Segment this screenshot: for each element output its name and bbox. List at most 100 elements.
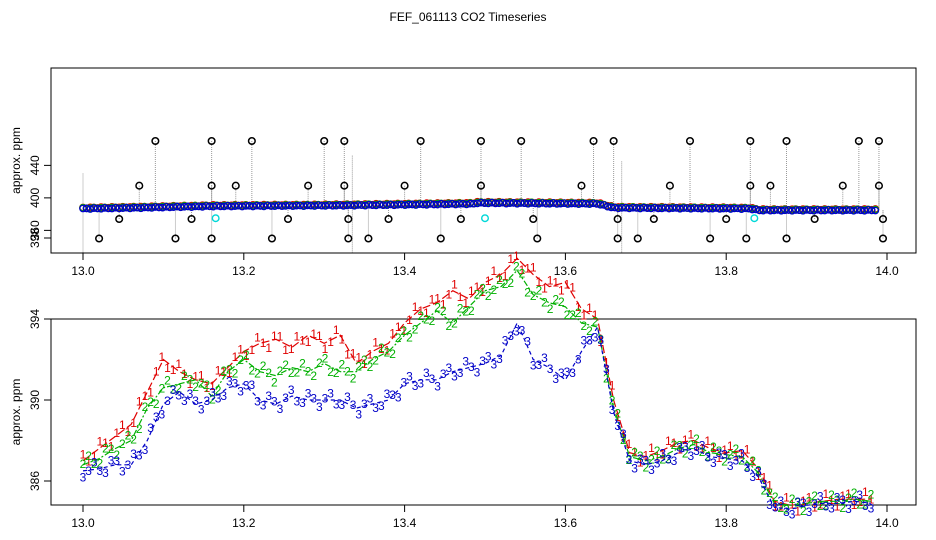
outlier-point (476, 136, 486, 146)
baseline-point-series3 (567, 199, 576, 208)
series-3-marker: 3 (845, 502, 852, 516)
baseline-point-series3 (520, 199, 529, 207)
series-2-marker: 2 (547, 302, 554, 316)
baseline-point-series3 (393, 200, 402, 209)
series-1-marker: 1 (445, 287, 452, 301)
series-1-marker: 1 (676, 442, 683, 456)
series-2-marker: 2 (85, 449, 92, 463)
series-3-marker: 3 (153, 410, 160, 424)
top-x-tick-label: 13.0 (71, 264, 95, 278)
series-1-marker: 1 (592, 308, 599, 322)
series-3-marker: 3 (136, 448, 143, 462)
outlier-point (456, 214, 465, 224)
series-1-marker: 1 (839, 489, 846, 503)
baseline-point-series3 (404, 200, 413, 209)
series-3-marker: 3 (192, 394, 199, 408)
top-y-tick-label: 360 (28, 220, 42, 240)
series-3-marker: 3 (462, 355, 469, 369)
baseline-point-series3 (346, 201, 355, 209)
series-1-marker: 1 (181, 367, 188, 381)
series-3-marker: 3 (716, 446, 723, 460)
baseline-point-series3 (90, 204, 98, 212)
baseline-point-series3 (267, 202, 275, 210)
baseline-point-series3 (726, 205, 735, 213)
baseline-point-series3 (701, 204, 710, 212)
bottom-x-tick-label: 13.0 (71, 516, 95, 530)
series-2-marker: 2 (254, 367, 261, 381)
series-3-marker: 3 (209, 386, 216, 400)
series-2-marker: 2 (350, 372, 357, 386)
baseline-point-series3 (480, 199, 489, 207)
series-3-marker: 3 (226, 375, 233, 389)
outlier-point (685, 136, 695, 146)
baseline-point-series3 (231, 202, 239, 210)
series-3-marker: 3 (474, 366, 481, 380)
series-3-marker: 3 (372, 401, 379, 415)
baseline-point-series3 (842, 206, 851, 214)
baseline-point-series3 (690, 204, 699, 212)
series-2-marker: 2 (586, 324, 593, 338)
series-3-marker: 3 (119, 465, 126, 479)
baseline-point-series3 (144, 203, 152, 212)
baseline-point-series3 (781, 206, 789, 215)
top-x-tick-label: 13.2 (232, 264, 256, 278)
series-2-marker: 2 (451, 316, 458, 330)
series-3-marker: 3 (530, 358, 537, 372)
series-2-marker: 2 (834, 493, 841, 507)
baseline-point-series3 (668, 204, 677, 213)
baseline-point-series3 (824, 205, 833, 214)
baseline-point-series3 (437, 199, 446, 208)
baseline-point-series3 (466, 199, 474, 208)
baseline-point-series3 (817, 206, 825, 215)
series-2-marker: 2 (175, 381, 182, 395)
series-3-marker: 3 (620, 427, 627, 441)
series-1-marker: 1 (80, 448, 87, 462)
outlier-point (364, 234, 373, 243)
baseline-point-series3 (545, 199, 554, 208)
series-3-marker: 3 (125, 458, 132, 472)
series-1-marker: 1 (541, 281, 548, 295)
baseline-point-series3 (364, 200, 373, 209)
baseline-point-series3 (741, 204, 749, 213)
series-1-marker: 1 (288, 342, 295, 356)
series-1-marker: 1 (727, 439, 734, 453)
series-3-marker: 3 (783, 505, 790, 519)
series-3-marker: 3 (457, 366, 464, 380)
series-2-marker: 2 (395, 331, 402, 345)
series-1-marker: 1 (766, 479, 773, 493)
baseline-point-series3 (813, 205, 822, 214)
baseline-point-series3 (509, 199, 518, 207)
series-1-marker: 1 (305, 335, 312, 349)
series-2-marker: 2 (682, 447, 689, 461)
baseline-point-series3 (140, 203, 149, 212)
series-1-marker: 1 (530, 261, 537, 275)
series-1-marker: 1 (339, 332, 346, 346)
baseline-point-series3 (147, 204, 156, 212)
series-3-marker: 3 (198, 403, 205, 417)
series-2-marker: 2 (412, 323, 419, 337)
baseline-point-series3 (654, 204, 663, 213)
series-2-marker: 2 (631, 446, 638, 460)
series-1-marker: 1 (789, 498, 796, 512)
series-3-marker: 3 (271, 395, 278, 409)
series-3-marker: 3 (305, 387, 312, 401)
flagged-point (211, 214, 220, 223)
series-2-line (82, 269, 871, 506)
series-1-marker: 1 (271, 329, 278, 343)
series-2-marker: 2 (355, 360, 362, 374)
baseline-point-series3 (585, 200, 594, 209)
baseline-point-series3 (574, 200, 583, 209)
baseline-point-series3 (368, 201, 377, 209)
series-2-marker: 2 (125, 429, 132, 443)
series-2-marker: 2 (569, 308, 576, 322)
series-3-marker: 3 (569, 366, 576, 380)
series-2-marker: 2 (552, 293, 559, 307)
series-1-marker: 1 (862, 485, 869, 499)
baseline-point-series3 (871, 206, 880, 215)
outlier-point (340, 136, 349, 146)
baseline-point-series3 (542, 199, 550, 208)
series-3-marker: 3 (862, 499, 869, 513)
baseline-point-series3 (784, 206, 793, 214)
baseline-point-series3 (679, 204, 688, 212)
outlier-point (742, 234, 751, 243)
